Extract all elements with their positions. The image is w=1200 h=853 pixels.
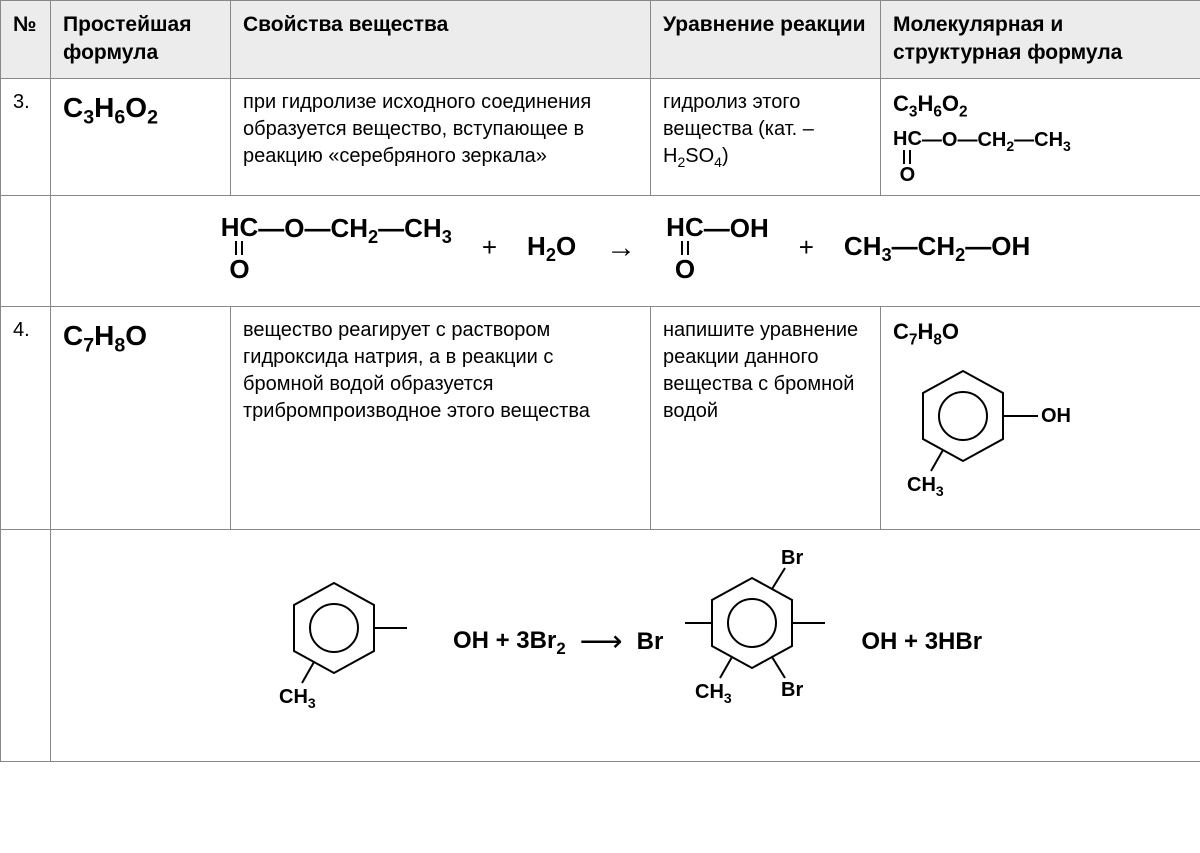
plus-sign: + xyxy=(799,230,814,265)
hydrolysis-equation: HCO —O—CH2—CH3 + H2O → HCO —OH + CH3—CH2… xyxy=(61,214,1190,282)
svg-text:OH: OH xyxy=(1041,405,1071,427)
row4-num: 4. xyxy=(1,306,51,529)
row3-formula: C3H6O2 xyxy=(51,78,231,195)
equation-row-4: CH3 OH + 3Br2 ⟶ Br xyxy=(1,530,1200,762)
col-molecular: Молекулярная и структурная формула xyxy=(881,1,1200,79)
table-row: 3. C3H6O2 при гидролизе исходного соедин… xyxy=(1,78,1200,195)
struct-ethyl-formate: HCO —O—CH2—CH3 xyxy=(893,129,1071,185)
reactant-water: H2O xyxy=(527,229,576,268)
mol-formula: C7H8O xyxy=(893,317,1188,351)
col-properties: Свойства вещества xyxy=(231,1,651,79)
row4-formula: C7H8O xyxy=(51,306,231,529)
m-cresol-svg: OH CH3 xyxy=(893,351,1073,511)
reaction-arrow: → xyxy=(606,228,636,269)
br-prefix: Br xyxy=(637,626,664,658)
product-tail: OH + 3HBr xyxy=(861,626,982,658)
row3-num: 3. xyxy=(1,78,51,195)
reagent-text: OH + 3Br2 xyxy=(453,625,566,660)
reactant-m-cresol: CH3 xyxy=(269,558,439,727)
col-num: № xyxy=(1,1,51,79)
product-ethanol: CH3—CH2—OH xyxy=(844,229,1030,268)
svg-text:CH3: CH3 xyxy=(695,681,732,706)
col-formula: Простейшая формула xyxy=(51,1,231,79)
row3-properties: при гидролизе исходного соединения образ… xyxy=(231,78,651,195)
mol-formula: C3H6O2 xyxy=(893,89,1188,123)
product-formic-acid: HCO —OH xyxy=(666,214,769,282)
row4-molecular: C7H8O OH CH3 xyxy=(881,306,1200,529)
plus-sign: + xyxy=(482,230,497,265)
row3-reaction: гидролиз этого вещества (кат. – H2SO4) xyxy=(651,78,881,195)
equation-row-3: HCO —O—CH2—CH3 + H2O → HCO —OH + CH3—CH2… xyxy=(1,195,1200,306)
row3-molecular: C3H6O2 HCO —O—CH2—CH3 xyxy=(881,78,1200,195)
eq3-num-cell xyxy=(1,195,51,306)
col-reaction: Уравнение реакции xyxy=(651,1,881,79)
svg-text:Br: Br xyxy=(781,679,803,701)
carbonyl-fragment: HCO xyxy=(893,129,922,185)
eq4-cell: CH3 OH + 3Br2 ⟶ Br xyxy=(51,530,1200,762)
struct-m-cresol: OH CH3 xyxy=(893,351,1073,519)
svg-text:Br: Br xyxy=(781,547,803,569)
eq3-cell: HCO —O—CH2—CH3 + H2O → HCO —OH + CH3—CH2… xyxy=(51,195,1200,306)
chemistry-table: № Простейшая формула Свойства вещества У… xyxy=(0,0,1200,762)
row4-properties: вещество реагирует с раствором гидроксид… xyxy=(231,306,651,529)
reactant-ester: HCO —O—CH2—CH3 xyxy=(221,214,452,282)
svg-text:CH3: CH3 xyxy=(279,686,316,711)
row4-reaction: напишите уравнение реакции данного вещес… xyxy=(651,306,881,529)
bromination-equation: CH3 OH + 3Br2 ⟶ Br xyxy=(61,548,1190,737)
product-tribromo-cresol: Br Br CH3 xyxy=(677,548,847,737)
reaction-arrow: ⟶ xyxy=(580,622,623,663)
eq4-num-cell xyxy=(1,530,51,762)
svg-text:CH3: CH3 xyxy=(907,474,944,499)
header-row: № Простейшая формула Свойства вещества У… xyxy=(1,1,1200,79)
struct-tail: —O—CH2—CH3 xyxy=(922,129,1071,154)
table-row: 4. C7H8O вещество реагирует с раствором … xyxy=(1,306,1200,529)
formula-text: C7H8O xyxy=(63,320,147,351)
formula-text: C3H6O2 xyxy=(63,92,158,123)
